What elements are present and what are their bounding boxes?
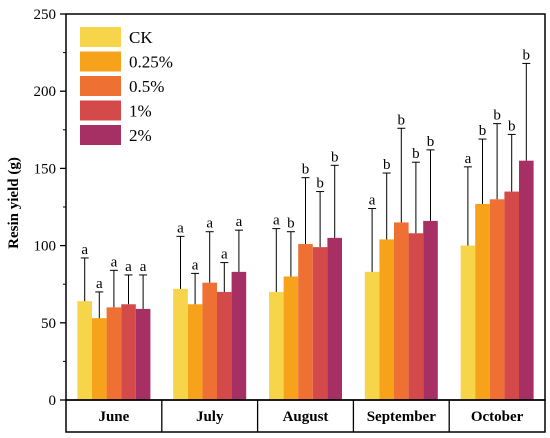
x-category-label: July	[196, 409, 224, 425]
significance-label: b	[427, 134, 435, 150]
significance-label: a	[221, 247, 228, 263]
bar	[269, 291, 284, 400]
bar	[187, 304, 203, 400]
x-category-label: September	[367, 409, 436, 425]
bar	[106, 307, 122, 400]
significance-label: b	[398, 112, 406, 128]
legend-label: 1%	[129, 102, 152, 121]
category-band	[65, 399, 546, 433]
bar	[92, 318, 107, 400]
significance-label: a	[96, 276, 103, 292]
bar	[364, 271, 380, 400]
significance-label: a	[111, 254, 118, 270]
significance-label: a	[192, 257, 199, 273]
bar	[460, 245, 476, 400]
x-category-label: June	[98, 409, 129, 425]
significance-label: a	[369, 193, 376, 209]
bar	[327, 237, 342, 400]
significance-label: b	[523, 47, 531, 63]
significance-label: b	[331, 149, 339, 165]
y-tick-label: 200	[34, 84, 57, 100]
bar	[489, 199, 505, 400]
x-category-label: October	[471, 409, 524, 425]
legend-label: CK	[129, 28, 153, 47]
bar	[423, 220, 438, 400]
significance-label: a	[125, 259, 132, 275]
significance-label: b	[479, 123, 487, 139]
bar	[519, 160, 534, 400]
bar	[217, 291, 232, 400]
y-tick-label: 150	[34, 161, 57, 177]
significance-label: a	[206, 216, 213, 232]
legend-label: 0.5%	[129, 77, 164, 96]
bar	[298, 244, 313, 400]
bar	[379, 239, 394, 400]
y-tick-label: 0	[49, 393, 57, 409]
bar	[504, 191, 519, 400]
legend-swatch	[80, 27, 121, 47]
significance-label: a	[81, 242, 88, 258]
significance-label: a	[236, 214, 243, 230]
significance-label: a	[465, 151, 472, 167]
significance-label: b	[316, 176, 324, 192]
legend-swatch	[80, 51, 121, 72]
legend-swatch	[80, 76, 121, 96]
bar	[312, 247, 328, 400]
significance-label: a	[177, 220, 184, 236]
legend-label: 0.25%	[129, 53, 173, 72]
legend-swatch	[80, 125, 121, 145]
legend-swatch	[80, 100, 121, 121]
significance-label: b	[302, 162, 310, 178]
y-tick-label: 50	[41, 316, 56, 332]
bar	[202, 282, 217, 400]
significance-label: b	[493, 108, 501, 124]
bar	[77, 301, 92, 400]
significance-label: a	[273, 213, 280, 229]
bar	[121, 304, 136, 400]
bar	[394, 222, 409, 400]
y-tick-label: 250	[34, 7, 57, 23]
bar	[283, 276, 299, 400]
significance-label: b	[287, 216, 295, 232]
x-category-label: August	[283, 409, 329, 425]
bar	[475, 203, 490, 400]
significance-label: b	[383, 157, 391, 173]
bar	[173, 288, 188, 400]
bar	[408, 233, 424, 400]
y-tick-label: 100	[34, 239, 57, 255]
y-axis-label: Resin yield (g)	[6, 157, 22, 249]
significance-label: b	[508, 118, 516, 134]
bar	[135, 308, 151, 400]
legend-label: 2%	[129, 126, 152, 145]
bar	[231, 271, 247, 400]
significance-label: a	[140, 259, 147, 275]
significance-label: b	[412, 146, 420, 162]
